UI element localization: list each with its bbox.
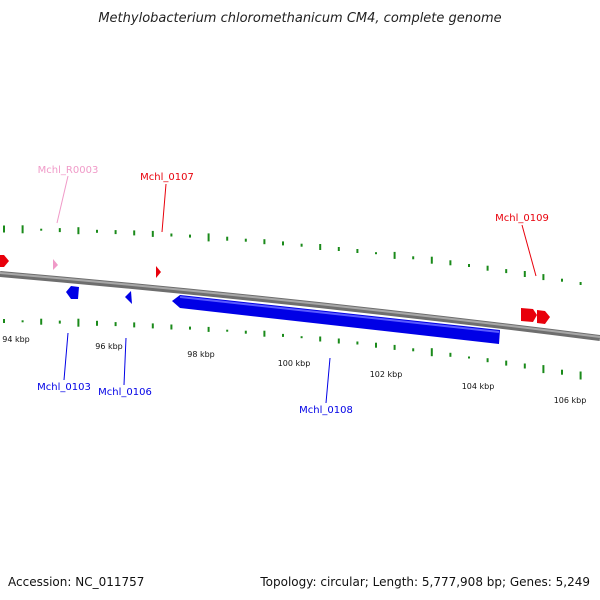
reverse-genes: [66, 286, 500, 344]
kbp-label-104: 104 kbp: [462, 382, 495, 391]
gene-feature-mchl-0109-b[interactable]: [537, 310, 550, 324]
genome-backbone-highlight: [0, 272, 600, 338]
forward-genes: [0, 255, 550, 324]
gene-feature-mchl-0108[interactable]: [172, 295, 500, 344]
kbp-label-102: 102 kbp: [370, 370, 403, 379]
gc-skew-track-lower: [3, 318, 582, 380]
leader-lines: [56, 175, 537, 404]
genome-backbone: [0, 271, 600, 341]
leader-mchl-0103: [63, 332, 69, 381]
map-title: Methylobacterium chloromethanicum CM4, c…: [98, 11, 501, 26]
kbp-label-98: 98 kbp: [187, 350, 215, 359]
leader-mchl-0106: [123, 337, 127, 386]
kbp-label-100: 100 kbp: [278, 359, 311, 368]
kbp-label-94: 94 kbp: [2, 335, 30, 344]
gene-feature-mchl-0107[interactable]: [156, 266, 161, 278]
gene-label-mchl-0108[interactable]: Mchl_0108: [299, 405, 353, 416]
gene-labels: Mchl_R0003 Mchl_0107 Mchl_0109 Mchl_0103…: [37, 165, 549, 416]
genome-summary-text: Topology: circular; Length: 5,777,908 bp…: [259, 575, 590, 589]
gene-label-mchl-0103[interactable]: Mchl_0103: [37, 382, 91, 393]
gc-skew-track-upper: [3, 225, 582, 285]
leader-mchl-0108: [325, 357, 331, 404]
gene-feature-mchl-0106[interactable]: [125, 291, 132, 304]
kbp-label-96: 96 kbp: [95, 342, 123, 351]
leader-mchl-0107: [161, 183, 167, 233]
gene-feature-mchl-0108-highlight: [179, 296, 500, 333]
gene-feature-mchl-r0003[interactable]: [53, 259, 58, 270]
kbp-label-106: 106 kbp: [554, 396, 587, 405]
accession-text: Accession: NC_011757: [8, 575, 144, 589]
gene-label-mchl-0106[interactable]: Mchl_0106: [98, 387, 152, 398]
gene-feature-red-left[interactable]: [0, 255, 9, 267]
leader-mchl-0109: [521, 224, 537, 277]
gene-label-mchl-r0003[interactable]: Mchl_R0003: [38, 165, 99, 176]
gene-feature-mchl-0103[interactable]: [66, 286, 79, 299]
gene-feature-mchl-0109-a[interactable]: [521, 308, 537, 322]
gene-label-mchl-0109[interactable]: Mchl_0109: [495, 213, 549, 224]
scale-labels: 94 kbp 96 kbp 98 kbp 100 kbp 102 kbp 104…: [2, 335, 586, 405]
leader-mchl-r0003: [56, 175, 69, 224]
gene-label-mchl-0107[interactable]: Mchl_0107: [140, 172, 194, 183]
